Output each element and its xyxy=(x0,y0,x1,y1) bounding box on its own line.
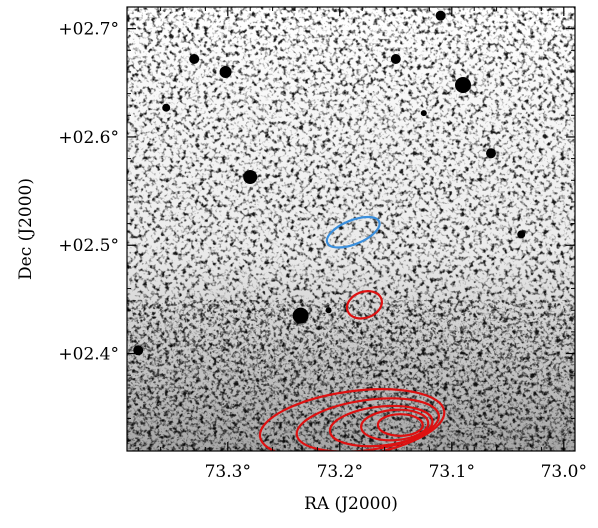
point-source xyxy=(486,148,496,159)
x-axis: 73.3° 73.2° 73.1° 73.0° xyxy=(137,7,587,482)
y-tick-label: +02.4° xyxy=(58,345,119,365)
blue-contour xyxy=(325,215,381,249)
contour-overlay xyxy=(258,215,446,451)
red-contour xyxy=(376,413,424,437)
x-tick-label: 73.3° xyxy=(205,462,251,482)
red-contour xyxy=(295,397,440,451)
image-shading xyxy=(127,7,575,451)
point-source xyxy=(189,53,200,64)
point-source xyxy=(390,53,401,64)
x-tick-label: 73.0° xyxy=(541,462,587,482)
y-tick-label: +02.5° xyxy=(58,236,119,256)
point-source xyxy=(435,10,446,21)
point-source xyxy=(517,230,526,239)
plot-frame xyxy=(126,6,576,452)
point-source xyxy=(219,65,232,78)
y-tick-label: +02.7° xyxy=(58,20,119,40)
y-axis-title: Dec (J2000) xyxy=(16,178,36,280)
y-axis: +02.7° +02.6° +02.5° +02.4° xyxy=(58,6,575,441)
image-area xyxy=(127,7,575,451)
red-contour xyxy=(345,290,383,320)
point-source xyxy=(162,103,171,112)
x-axis-title: RA (J2000) xyxy=(304,494,398,514)
point-source xyxy=(455,76,471,93)
point-source xyxy=(420,110,427,117)
red-contour xyxy=(360,408,430,442)
point-source xyxy=(133,345,144,356)
x-tick-label: 73.2° xyxy=(317,462,363,482)
y-tick-label: +02.6° xyxy=(58,128,119,148)
x-tick-label: 73.1° xyxy=(429,462,475,482)
point-source xyxy=(292,307,309,324)
red-contour xyxy=(258,388,446,451)
point-sources xyxy=(133,10,526,356)
point-source xyxy=(243,170,258,185)
red-contour xyxy=(328,404,434,448)
point-source xyxy=(325,307,332,314)
